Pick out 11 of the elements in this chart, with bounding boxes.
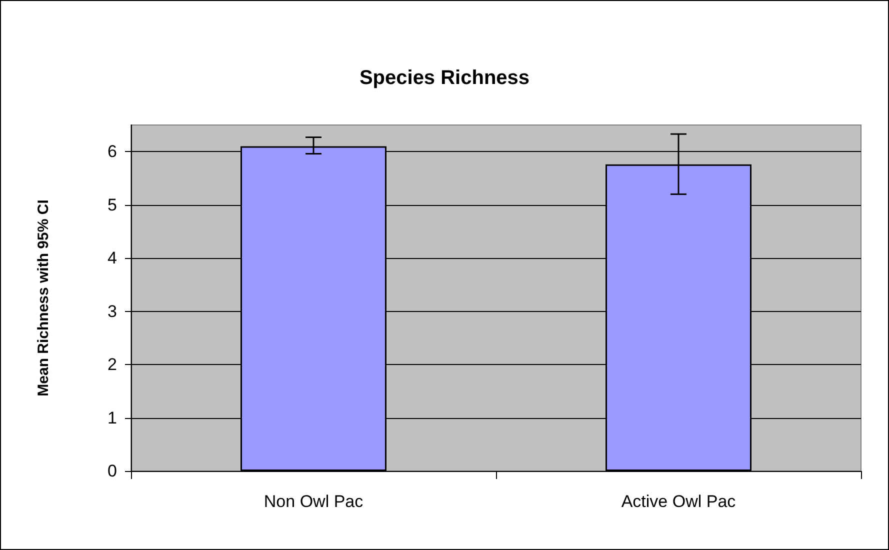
- y-tick-label: 0: [108, 462, 117, 480]
- x-tick-label: Active Owl Pac: [621, 492, 736, 511]
- y-tick-label: 5: [108, 195, 117, 214]
- y-tick-label: 2: [108, 355, 117, 374]
- x-tick-label: Non Owl Pac: [264, 492, 364, 511]
- y-axis-title: Mean Richness with 95% CI: [35, 200, 52, 396]
- chart-title: Species Richness: [359, 67, 530, 89]
- y-tick-label: 1: [108, 408, 117, 428]
- y-tick-label: 3: [108, 302, 117, 321]
- y-tick-label: 6: [108, 142, 117, 162]
- y-tick-label: 4: [108, 248, 117, 268]
